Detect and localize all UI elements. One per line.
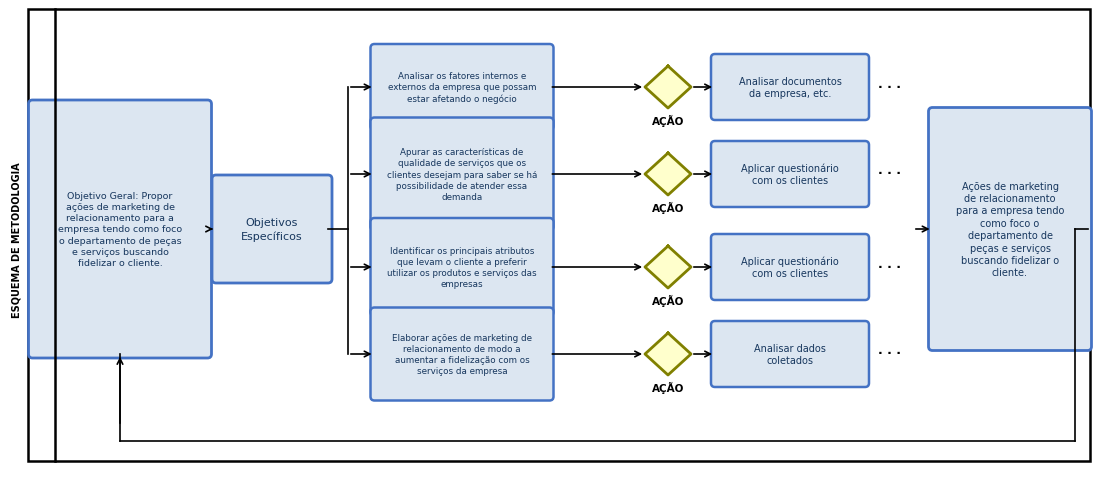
Text: Apurar as características de
qualidade de serviços que os
clientes desejam para : Apurar as características de qualidade d… (386, 148, 538, 201)
Text: Aplicar questionário
com os clientes: Aplicar questionário com os clientes (741, 256, 839, 279)
Text: Elaborar ações de marketing de
relacionamento de modo a
aumentar a fidelização c: Elaborar ações de marketing de relaciona… (392, 333, 532, 375)
FancyBboxPatch shape (928, 108, 1092, 351)
Text: AÇÃO: AÇÃO (651, 294, 684, 306)
FancyBboxPatch shape (29, 101, 212, 358)
Text: AÇÃO: AÇÃO (651, 202, 684, 214)
Text: Analisar documentos
da empresa, etc.: Analisar documentos da empresa, etc. (739, 77, 841, 99)
Text: Ações de marketing
de relacionamento
para a empresa tendo
como foco o
departamen: Ações de marketing de relacionamento par… (956, 181, 1064, 278)
Polygon shape (645, 67, 691, 109)
Text: ESQUEMA DE METODOLOGIA: ESQUEMA DE METODOLOGIA (12, 162, 22, 318)
FancyBboxPatch shape (371, 118, 553, 231)
FancyBboxPatch shape (212, 176, 332, 283)
Text: Analisar dados
coletados: Analisar dados coletados (754, 343, 826, 365)
Polygon shape (645, 333, 691, 375)
FancyBboxPatch shape (711, 55, 869, 121)
Text: Objetivos
Específicos: Objetivos Específicos (241, 218, 302, 241)
Text: Identificar os principais atributos
que levam o cliente a preferir
utilizar os p: Identificar os principais atributos que … (388, 246, 537, 288)
Text: AÇÃO: AÇÃO (651, 115, 684, 127)
Text: Analisar os fatores internos e
externos da empresa que possam
estar afetando o n: Analisar os fatores internos e externos … (388, 72, 537, 104)
Text: AÇÃO: AÇÃO (651, 381, 684, 393)
Text: Objetivo Geral: Propor
ações de marketing de
relacionamento para a
empresa tendo: Objetivo Geral: Propor ações de marketin… (57, 192, 182, 267)
FancyBboxPatch shape (371, 218, 553, 316)
FancyBboxPatch shape (371, 308, 553, 401)
FancyBboxPatch shape (711, 142, 869, 207)
Text: . . .: . . . (878, 77, 901, 90)
FancyBboxPatch shape (371, 45, 553, 131)
Text: . . .: . . . (878, 344, 901, 357)
Text: Aplicar questionário
com os clientes: Aplicar questionário com os clientes (741, 163, 839, 186)
FancyBboxPatch shape (711, 321, 869, 387)
Text: . . .: . . . (878, 257, 901, 270)
Polygon shape (645, 154, 691, 195)
Text: . . .: . . . (878, 164, 901, 177)
FancyBboxPatch shape (711, 235, 869, 300)
Polygon shape (645, 247, 691, 288)
